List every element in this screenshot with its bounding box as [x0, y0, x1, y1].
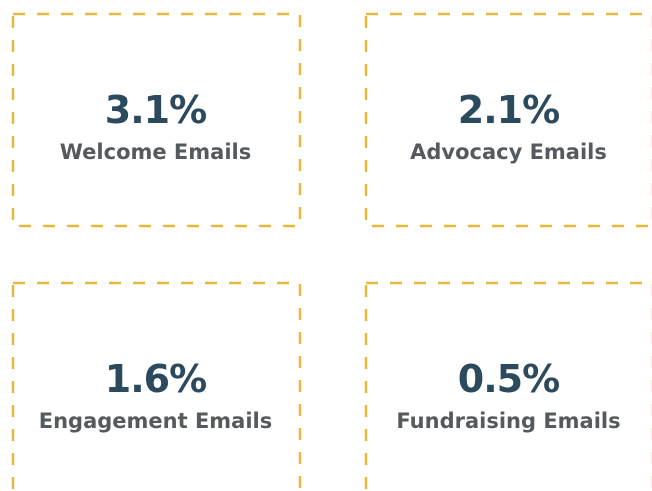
stat-card: 1.6% Engagement Emails [11, 281, 302, 491]
stat-card: 3.1% Welcome Emails [11, 12, 302, 228]
stat-value: 3.1% [105, 88, 206, 132]
card-border [364, 281, 652, 491]
stat-label: Advocacy Emails [410, 140, 607, 164]
card-border [11, 281, 302, 491]
card-border [364, 12, 652, 228]
stat-label: Engagement Emails [39, 409, 273, 433]
stat-label: Welcome Emails [60, 140, 251, 164]
card-border [11, 12, 302, 228]
stat-card: 2.1% Advocacy Emails [364, 12, 652, 228]
stat-card: 0.5% Fundraising Emails [364, 281, 652, 491]
stat-label: Fundraising Emails [396, 409, 620, 433]
stat-value: 2.1% [458, 88, 559, 132]
stat-value: 1.6% [105, 357, 206, 401]
stat-value: 0.5% [458, 357, 559, 401]
